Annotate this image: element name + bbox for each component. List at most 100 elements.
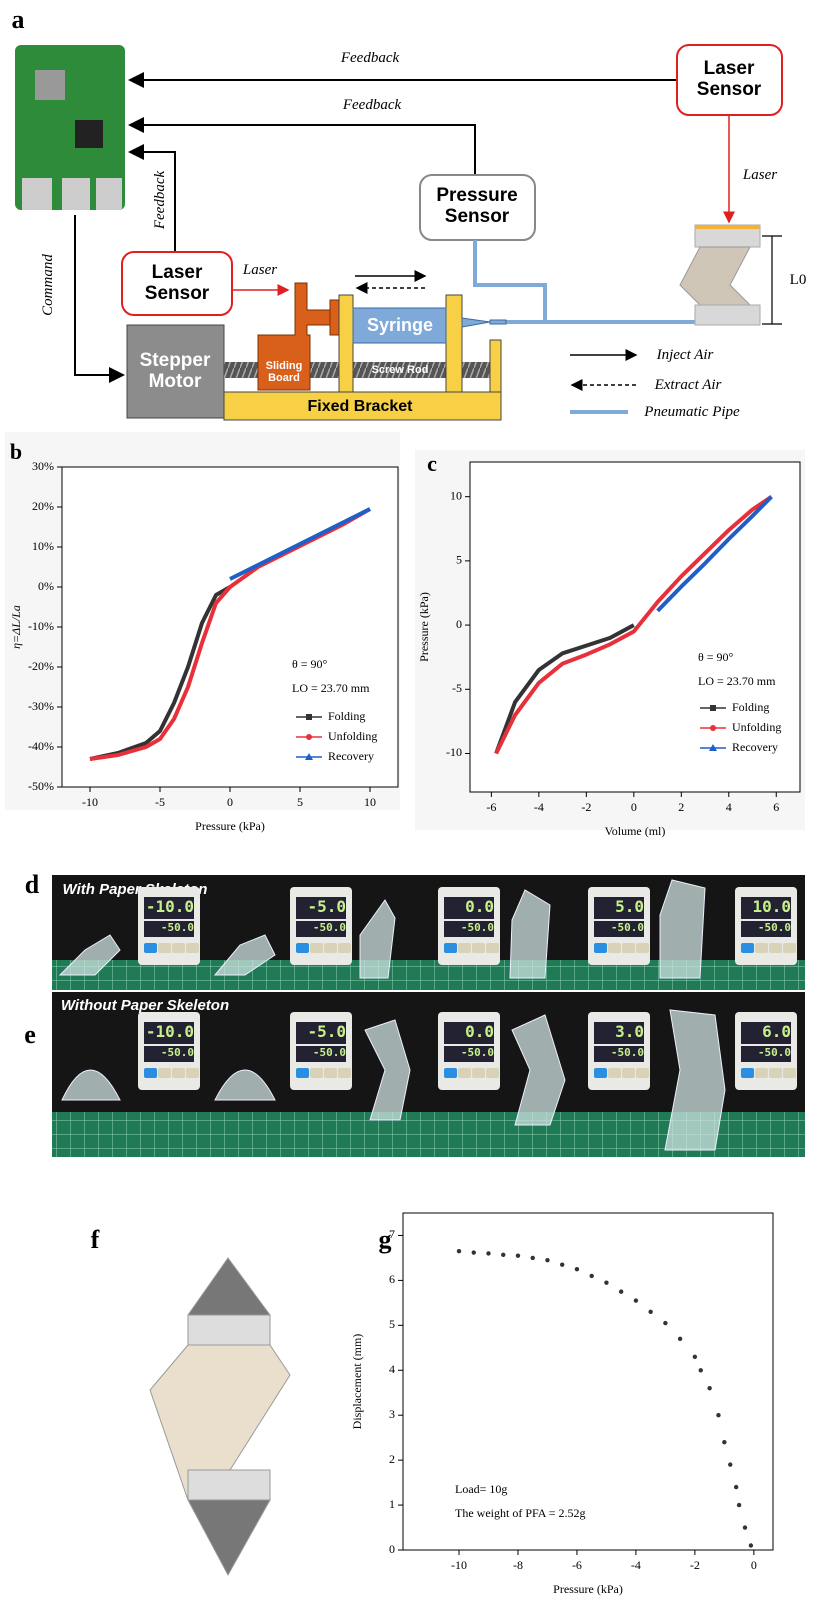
display: -5.0-50.0 <box>290 1012 352 1090</box>
x-tick-label: -8 <box>513 1558 523 1572</box>
y-tick-label: -10 <box>446 745 462 759</box>
point <box>531 1256 535 1260</box>
label: Command <box>40 254 57 316</box>
panel-label: c <box>427 451 437 477</box>
button <box>608 943 621 953</box>
button <box>186 1068 199 1078</box>
display: 5.0-50.0 <box>588 887 650 965</box>
point <box>743 1525 747 1529</box>
y-axis-title: η=ΔL/La <box>9 605 23 649</box>
panel-label: d <box>25 870 39 900</box>
label: Laser Sensor <box>684 59 774 101</box>
legend-label: Pneumatic Pipe <box>644 404 739 421</box>
y-tick-label: 0 <box>389 1542 395 1556</box>
point <box>716 1413 720 1417</box>
display: 6.0-50.0 <box>735 1012 797 1090</box>
label: Laser Sensor <box>132 263 222 305</box>
point <box>699 1368 703 1372</box>
button <box>444 943 457 953</box>
reading: 5.0 <box>594 897 644 919</box>
legend-label: Unfolding <box>328 729 377 743</box>
y-tick-label: 3 <box>389 1407 395 1421</box>
y-tick-label: 2 <box>389 1452 395 1466</box>
x-tick-label: 6 <box>773 800 779 814</box>
panel-label: a <box>12 5 25 35</box>
label: Laser <box>243 262 277 279</box>
point <box>734 1485 738 1489</box>
pipe <box>475 240 700 322</box>
legend-marker <box>306 714 312 720</box>
point <box>707 1386 711 1390</box>
point <box>728 1462 732 1466</box>
button <box>296 943 309 953</box>
arrow <box>75 215 123 375</box>
label: Pressure Sensor <box>427 186 527 228</box>
panel-label: g <box>379 1225 392 1255</box>
point <box>634 1298 638 1302</box>
y-tick-label: 30% <box>32 459 54 473</box>
legend-label: Folding <box>732 700 769 714</box>
button <box>338 1068 351 1078</box>
reading: -50.0 <box>741 921 791 937</box>
button <box>158 1068 171 1078</box>
x-axis-title: Pressure (kPa) <box>553 1582 623 1596</box>
x-axis-title: Pressure (kPa) <box>195 819 265 833</box>
x-tick-label: -2 <box>690 1558 700 1572</box>
x-tick-label: -5 <box>155 795 165 809</box>
button <box>741 943 754 953</box>
button <box>296 1068 309 1078</box>
specimen <box>695 225 760 229</box>
annotation: θ = 90° <box>698 650 734 664</box>
reading: -50.0 <box>444 921 494 937</box>
plot-frame <box>403 1213 773 1550</box>
chip <box>75 120 103 148</box>
reading: 3.0 <box>594 1022 644 1044</box>
chip <box>35 70 65 100</box>
display: 0.0-50.0 <box>438 1012 500 1090</box>
point <box>648 1310 652 1314</box>
point <box>501 1253 505 1257</box>
display: -10.0-50.0 <box>138 887 200 965</box>
x-tick-label: 2 <box>678 800 684 814</box>
y-axis-title: Displacement (mm) <box>350 1334 364 1430</box>
point <box>722 1440 726 1444</box>
x-tick-label: -10 <box>82 795 98 809</box>
label: Screw Rod <box>372 364 429 376</box>
y-tick-label: 1 <box>389 1497 395 1511</box>
annotation: Load= 10g <box>455 1482 507 1496</box>
button <box>310 1068 323 1078</box>
point <box>678 1337 682 1341</box>
reading: -50.0 <box>296 921 346 937</box>
button <box>622 1068 635 1078</box>
point <box>604 1280 608 1284</box>
display: 3.0-50.0 <box>588 1012 650 1090</box>
point <box>457 1249 461 1253</box>
button <box>486 943 499 953</box>
button <box>310 943 323 953</box>
legend-marker <box>710 725 716 731</box>
label: Feedback <box>343 97 401 114</box>
point <box>472 1250 476 1254</box>
point <box>663 1321 667 1325</box>
x-tick-label: -2 <box>581 800 591 814</box>
x-tick-label: 0 <box>227 795 233 809</box>
button <box>458 943 471 953</box>
x-tick-label: -4 <box>631 1558 641 1572</box>
point <box>693 1355 697 1359</box>
annotation: θ = 90° <box>292 657 328 671</box>
y-axis-title: Pressure (kPa) <box>417 592 431 662</box>
button <box>338 943 351 953</box>
button <box>622 943 635 953</box>
x-axis-title: Volume (ml) <box>605 824 666 838</box>
y-tick-label: 10 <box>450 488 462 502</box>
label: Feedback <box>341 50 399 67</box>
port <box>62 178 90 210</box>
button <box>458 1068 471 1078</box>
button <box>783 1068 796 1078</box>
y-tick-label: -30% <box>28 699 54 713</box>
annotation: LO = 23.70 mm <box>698 674 776 688</box>
reading: -10.0 <box>144 897 194 919</box>
bracket <box>446 295 462 392</box>
y-tick-label: 6 <box>389 1272 395 1286</box>
panel-label: b <box>10 439 22 465</box>
